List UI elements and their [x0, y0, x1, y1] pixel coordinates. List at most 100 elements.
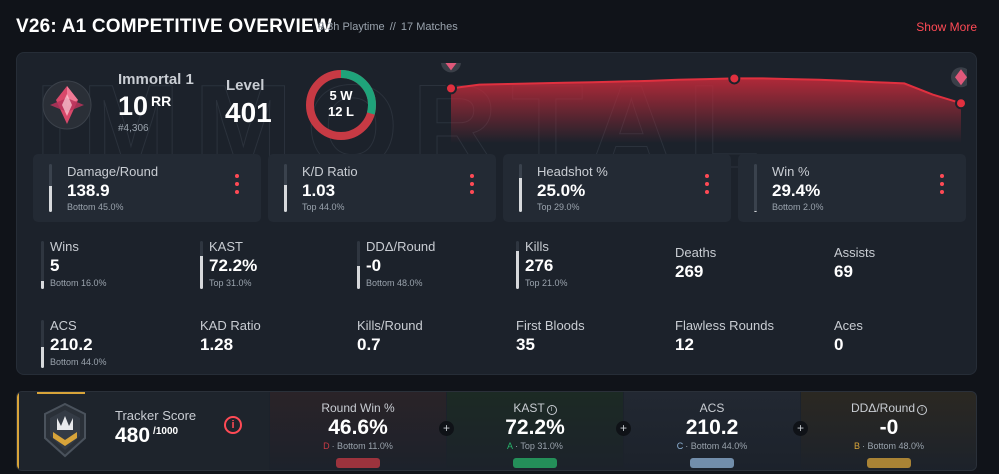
rank-rating: 10 RR	[118, 91, 171, 122]
tracker-metric[interactable]: DDΔ/Round i -0 B · Bottom 48.0%	[801, 392, 976, 470]
plus-icon: +	[616, 421, 631, 436]
stat-cell: Aces 0	[834, 318, 976, 374]
tracker-score-label: Tracker Score	[115, 408, 197, 423]
stat-cell: KAST 72.2% Top 31.0%	[200, 239, 350, 297]
stat-percentile: Bottom 2.0%	[772, 202, 824, 212]
rank-history-point	[445, 82, 457, 95]
stat-value: 69	[834, 262, 853, 281]
percentile-bar	[519, 164, 522, 212]
stat-grid: Wins 5 Bottom 16.0% KAST 72.2% Top 31.0% DDΔ/R…	[17, 53, 976, 374]
tracker-info-icon[interactable]: i	[224, 416, 242, 434]
more-options-icon[interactable]	[470, 174, 474, 198]
info-icon[interactable]: i	[546, 405, 557, 415]
stat-tile[interactable]: K/D Ratio 1.03 Top 44.0%	[268, 154, 496, 222]
rank-name: Immortal 1	[118, 71, 194, 88]
stat-label: KAST	[209, 239, 243, 254]
stat-label: Flawless Rounds	[675, 318, 774, 333]
immortal-rank-icon	[42, 80, 92, 130]
leaderboard-rank: #4,306	[118, 123, 149, 134]
stat-tile[interactable]: Headshot % 25.0% Top 29.0%	[503, 154, 731, 222]
rank-history-line	[450, 77, 962, 105]
metric-label: KAST i	[447, 401, 623, 415]
tracker-metric[interactable]: ACS 210.2 C · Bottom 44.0%	[624, 392, 800, 470]
stat-percentile: Top 31.0%	[209, 278, 252, 288]
page-title: V26: A1 COMPETITIVE OVERVIEW	[16, 16, 333, 37]
stat-percentile: Top 44.0%	[302, 202, 345, 212]
stat-tile[interactable]: Damage/Round 138.9 Bottom 45.0%	[33, 154, 261, 222]
matches-text: 17 Matches	[400, 21, 458, 33]
stat-value: 210.2	[50, 335, 93, 354]
stat-percentile: Bottom 45.0%	[67, 202, 124, 212]
metric-percentile: A · Top 31.0%	[507, 441, 563, 451]
metric-value: -0	[879, 416, 899, 439]
rank-history-area	[451, 78, 961, 143]
stat-label: KAD Ratio	[200, 318, 261, 333]
stat-cell: Flawless Rounds 12	[675, 318, 825, 374]
stat-cell: Assists 69	[834, 245, 976, 303]
stat-value: 35	[516, 335, 535, 354]
stat-label: Wins	[50, 239, 79, 254]
grade-pill	[690, 458, 734, 468]
percentile-bar	[754, 164, 757, 212]
stat-label: Aces	[834, 318, 863, 333]
more-options-icon[interactable]	[705, 174, 709, 198]
win-loss-ring	[306, 70, 376, 140]
stat-percentile: Top 21.0%	[525, 278, 568, 288]
win-loss-text: 5 W 12 L	[304, 88, 378, 120]
stat-cell: First Bloods 35	[516, 318, 666, 374]
percentile-bar	[41, 241, 44, 289]
tracker-metric[interactable]: KAST i 72.2% A · Top 31.0%	[447, 392, 623, 470]
playtime-text: 9.3h Playtime	[318, 21, 385, 33]
win-arc	[306, 70, 376, 140]
stat-percentile: Bottom 48.0%	[366, 278, 423, 288]
metric-percentile: B · Bottom 48.0%	[853, 441, 925, 451]
stat-value: -0	[366, 256, 382, 275]
stat-value: 72.2%	[209, 256, 258, 275]
rr-value: 10	[118, 91, 149, 121]
more-options-icon[interactable]	[235, 174, 239, 198]
metric-value: 210.2	[685, 416, 739, 439]
stat-label: First Bloods	[516, 318, 585, 333]
stat-cell: Kills 276 Top 21.0%	[516, 239, 666, 297]
rank-history-chart[interactable]	[437, 63, 967, 143]
stat-cell: Wins 5 Bottom 16.0%	[41, 239, 191, 297]
stat-label: Kills/Round	[357, 318, 423, 333]
stat-value: 138.9	[67, 181, 110, 200]
overview-card: IMMORTAL Immortal 1 10 RR #4,306 Level 40…	[16, 52, 977, 375]
show-more-link[interactable]: Show More	[916, 20, 977, 34]
stat-tile[interactable]: Win % 29.4% Bottom 2.0%	[738, 154, 966, 222]
gold-accent-top	[37, 392, 85, 394]
rr-unit: RR	[151, 93, 172, 109]
metric-grade: C	[676, 441, 684, 451]
tracker-score-bar: Tracker Score 480/1000 i Round Win % 46.6…	[16, 391, 977, 471]
metric-grade: D	[323, 441, 330, 451]
stat-label: Headshot %	[537, 164, 608, 179]
percentile-bar	[200, 241, 203, 289]
stat-label: Damage/Round	[67, 164, 159, 179]
stat-cell: Deaths 269	[675, 245, 825, 303]
tracker-score-value: 480/1000	[115, 424, 178, 448]
tracker-metric[interactable]: Round Win % 46.6% D · Bottom 11.0%	[270, 392, 446, 470]
metric-label: DDΔ/Round i	[801, 401, 976, 415]
stat-label: Deaths	[675, 245, 717, 260]
stat-label: K/D Ratio	[302, 164, 358, 179]
rank-marker-icon	[951, 67, 967, 88]
metric-percentile: D · Bottom 11.0%	[323, 441, 393, 451]
stat-value: 29.4%	[772, 181, 821, 200]
percentile-bar	[357, 241, 360, 289]
stat-label: Win %	[772, 164, 810, 179]
stat-percentile: Bottom 44.0%	[50, 357, 107, 367]
stat-value: 269	[675, 262, 704, 281]
metric-value: 72.2%	[505, 416, 565, 439]
stat-label: Assists	[834, 245, 876, 260]
tracker-score-section: Tracker Score 480/1000 i	[17, 392, 269, 470]
info-icon[interactable]: i	[917, 405, 928, 415]
stat-value: 0	[834, 335, 844, 354]
stat-label: DDΔ/Round	[366, 239, 436, 254]
percentile-bar	[516, 241, 519, 289]
metric-grade: A	[507, 441, 514, 451]
percentile-bar	[49, 164, 52, 212]
rank-marker-icon	[441, 63, 461, 73]
more-options-icon[interactable]	[940, 174, 944, 198]
stat-cell: DDΔ/Round -0 Bottom 48.0%	[357, 239, 507, 297]
